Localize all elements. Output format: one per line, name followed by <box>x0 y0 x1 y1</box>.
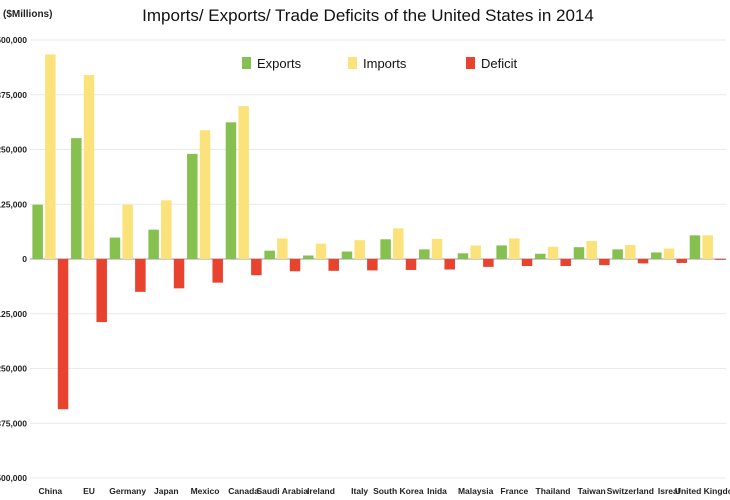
bar-exports-ireland <box>303 255 314 259</box>
bar-deficit-canada <box>251 259 262 276</box>
bar-deficit-isreal <box>676 259 687 263</box>
bar-exports-japan <box>148 229 159 259</box>
chart-title: Imports/ Exports/ Trade Deficits of the … <box>142 6 594 25</box>
bar-exports-mexico <box>187 153 198 259</box>
bar-exports-canada <box>225 122 237 260</box>
bar-deficit-eu <box>96 259 107 323</box>
bar-deficit-south-korea <box>405 259 417 270</box>
bar-imports-saudi-arabia <box>277 238 288 259</box>
x-category-label: South Korea <box>373 486 424 496</box>
bar-exports-thailand <box>535 253 546 259</box>
legend-label-exports: Exports <box>257 56 302 71</box>
bar-deficit-switzerland <box>637 259 649 264</box>
legend-label-deficit: Deficit <box>481 56 518 71</box>
bar-exports-united-kingdom <box>689 235 701 259</box>
x-category-label: Japan <box>154 486 179 496</box>
bar-exports-malaysia <box>457 253 469 259</box>
x-category-label: Inida <box>427 486 447 496</box>
bar-exports-switzerland <box>612 249 623 259</box>
x-category-label: Italy <box>351 486 368 496</box>
x-category-label: United Kingdom <box>675 486 730 496</box>
bar-exports-italy <box>341 251 353 259</box>
y-tick-label: -125,000 <box>0 309 27 319</box>
x-category-label: China <box>39 486 63 496</box>
bar-deficit-malaysia <box>483 259 494 267</box>
bar-exports-isreal <box>651 252 662 259</box>
x-category-label: France <box>500 486 528 496</box>
bar-imports-united-kingdom <box>702 235 713 259</box>
bar-deficit-japan <box>173 259 185 289</box>
x-category-label: EU <box>83 486 95 496</box>
legend: Exports Imports Deficit <box>242 56 518 71</box>
bar-deficit-china <box>57 259 69 410</box>
bar-exports-eu <box>71 138 82 259</box>
bar-deficit-germany <box>135 259 146 292</box>
bar-imports-thailand <box>547 246 559 259</box>
legend-label-imports: Imports <box>363 56 407 71</box>
x-category-label: Germany <box>109 486 146 496</box>
bar-exports-germany <box>109 237 121 259</box>
bar-exports-taiwan <box>573 247 585 259</box>
bars <box>32 54 726 410</box>
bar-imports-mexico <box>199 130 211 259</box>
legend-swatch-imports <box>348 57 357 69</box>
bar-deficit-taiwan <box>599 259 610 266</box>
x-category-label: Switzerland <box>607 486 654 496</box>
bar-imports-china <box>45 54 56 260</box>
bar-deficit-ireland <box>328 259 339 271</box>
legend-swatch-exports <box>242 57 251 69</box>
bar-deficit-inida <box>444 259 455 270</box>
x-category-label: Isreal <box>658 486 680 496</box>
bar-exports-south-korea <box>380 239 391 259</box>
y-tick-label: 125,000 <box>0 199 27 209</box>
bar-deficit-mexico <box>212 259 223 283</box>
y-tick-label: 250,000 <box>0 145 27 155</box>
bar-imports-france <box>509 238 520 259</box>
bar-imports-isreal <box>663 248 675 259</box>
y-tick-label: 375,000 <box>0 90 27 100</box>
y-tick-label: -500,000 <box>0 473 27 483</box>
bar-imports-ireland <box>315 243 327 259</box>
legend-swatch-deficit <box>466 57 475 69</box>
x-category-label: Mexico <box>191 486 220 496</box>
gridlines <box>30 39 726 479</box>
bar-imports-switzerland <box>625 244 636 259</box>
bar-imports-germany <box>122 204 133 259</box>
bar-deficit-italy <box>367 259 378 271</box>
bar-imports-taiwan <box>586 241 597 259</box>
bar-exports-saudi-arabia <box>264 250 275 259</box>
bar-imports-eu <box>83 75 95 259</box>
bar-deficit-saudi-arabia <box>289 259 301 272</box>
bar-deficit-united-kingdom <box>715 259 726 260</box>
x-category-label: Malaysia <box>458 486 494 496</box>
bar-deficit-france <box>521 259 533 267</box>
bar-imports-malaysia <box>470 245 481 259</box>
x-category-label: Saudi Arabia <box>257 486 309 496</box>
bar-imports-inida <box>431 238 443 259</box>
bar-exports-china <box>32 204 43 259</box>
y-tick-label: 0 <box>22 254 27 264</box>
y-tick-label: -375,000 <box>0 418 27 428</box>
bar-exports-inida <box>419 249 430 259</box>
x-category-label: Ireland <box>307 486 335 496</box>
bar-deficit-thailand <box>560 259 571 267</box>
x-category-label: Thailand <box>536 486 571 496</box>
bar-exports-france <box>496 245 507 259</box>
y-axis-label: ($Millions) <box>3 9 52 20</box>
y-axis-ticks: 500,000 375,000 250,000 125,000 0 -125,000 -25… <box>0 35 27 483</box>
x-category-label: Canada <box>228 486 259 496</box>
bar-imports-south-korea <box>393 228 404 259</box>
bar-imports-japan <box>161 200 172 259</box>
bar-imports-canada <box>238 106 249 259</box>
y-tick-label: 500,000 <box>0 35 27 45</box>
y-tick-label: -250,000 <box>0 364 27 374</box>
bar-imports-italy <box>354 240 365 259</box>
x-category-label: Taiwan <box>578 486 606 496</box>
